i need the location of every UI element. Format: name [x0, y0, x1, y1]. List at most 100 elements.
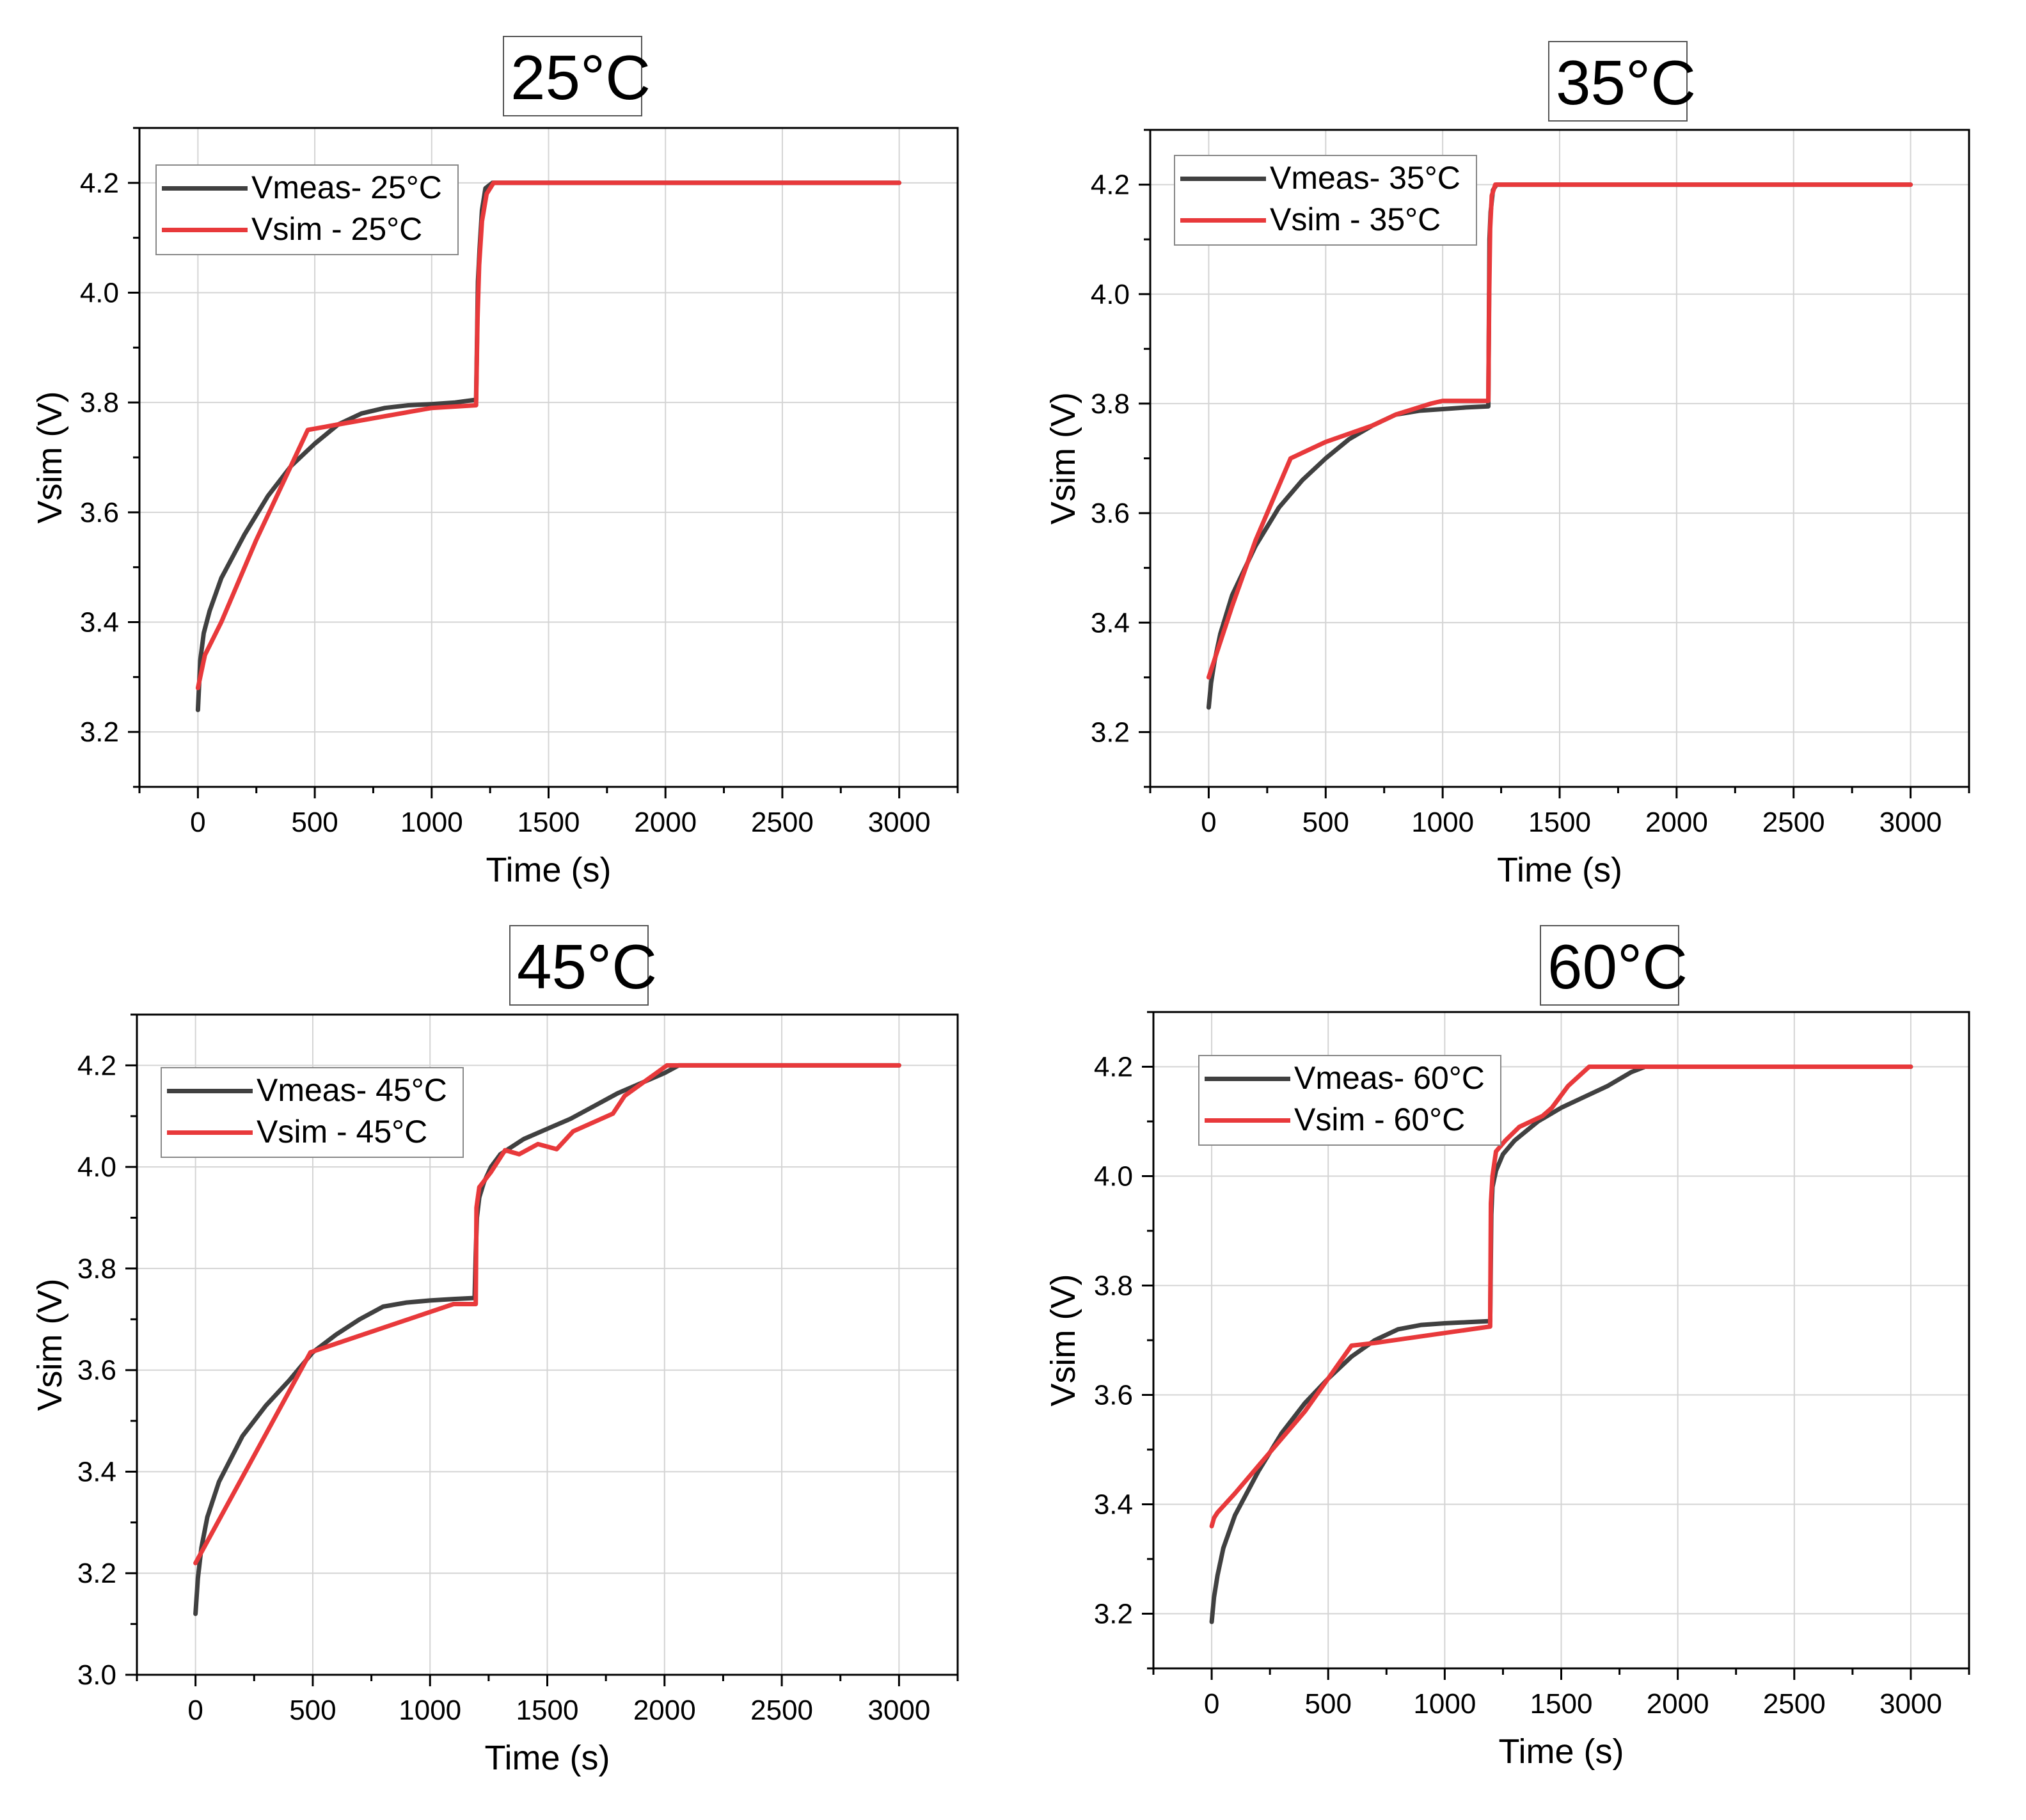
chart-60c: 0 500 1000 1500 2000 2500 3000 3.2 3.4 3.6 3.8 4.0 4…	[1044, 1011, 1970, 1771]
y-tick-label: 3.2	[80, 716, 119, 748]
x-axis-label: Time (s)	[1499, 1732, 1624, 1771]
x-tick-label: 500	[291, 807, 338, 838]
x-tick-label: 500	[1305, 1688, 1352, 1720]
x-tick-label: 1500	[516, 1695, 579, 1726]
x-tick-label: 3000	[1880, 1688, 1942, 1720]
x-tick-label: 1500	[1530, 1688, 1593, 1720]
legend-label-measured: Vmeas- 35°C	[1270, 160, 1460, 196]
x-tick-label: 1500	[1528, 807, 1591, 838]
x-axis-label: Time (s)	[485, 1739, 610, 1777]
y-tick-label: 3.6	[1091, 498, 1130, 529]
y-tick-label: 3.8	[80, 387, 119, 418]
y-tick-label: 4.2	[1091, 170, 1130, 201]
x-tick-label: 2000	[1647, 1688, 1709, 1720]
y-tick-label: 4.0	[1091, 279, 1130, 310]
x-tick-label: 2500	[750, 1695, 813, 1726]
legend-item-measured: Vmeas- 45°C	[162, 1070, 463, 1111]
legend-item-measured: Vmeas- 25°C	[157, 168, 457, 209]
series-line-simulated	[1206, 182, 1913, 680]
x-tick-label: 1500	[518, 807, 580, 838]
panel-25c: 0 500 1000 1500 2000 2500 3000 3.2 3.4 3.6 3.8 4.0 4…	[0, 0, 1013, 910]
x-tick-label: 3000	[867, 1695, 930, 1726]
y-tick-label: 3.8	[1094, 1270, 1133, 1302]
chart-45c: 0 500 1000 1500 2000 2500 3000 3.0 3.2 3.4 3.6 3.8 4…	[31, 1013, 959, 1777]
legend-label-simulated: Vsim - 45°C	[257, 1114, 428, 1150]
plot-area	[193, 1063, 901, 1617]
x-tick-label: 2500	[1763, 1688, 1826, 1720]
plot-frame	[138, 127, 959, 788]
legend-label-simulated: Vsim - 25°C	[251, 211, 423, 247]
y-tick-label: 3.8	[77, 1253, 116, 1285]
series-line-measured	[1209, 1064, 1913, 1624]
legend-item-measured: Vmeas- 35°C	[1175, 158, 1476, 199]
plot-area	[1209, 1064, 1913, 1624]
legend-swatch-simulated	[1205, 1118, 1290, 1123]
legend-swatch-measured	[162, 186, 248, 191]
legend-swatch-simulated	[162, 228, 248, 232]
y-tick-label: 3.4	[1094, 1489, 1133, 1521]
y-tick-label: 3.4	[1091, 607, 1130, 638]
legend-item-simulated: Vsim - 35°C	[1175, 200, 1476, 241]
x-tick-label: 2000	[1645, 807, 1708, 838]
y-tick-label: 3.6	[1094, 1380, 1133, 1411]
plot-frame	[136, 1013, 959, 1676]
x-tick-label: 500	[289, 1695, 336, 1726]
x-tick-label: 2500	[751, 807, 814, 838]
y-axis-label: Vsim (V)	[1044, 392, 1082, 525]
y-tick-label: 3.8	[1091, 388, 1130, 420]
y-tick-label: 3.4	[77, 1456, 116, 1487]
plot-frame	[1149, 129, 1970, 788]
legend: Vmeas- 45°C Vsim - 45°C	[161, 1067, 464, 1158]
legend-swatch-measured	[1180, 177, 1266, 181]
legend: Vmeas- 60°C Vsim - 60°C	[1198, 1055, 1501, 1146]
x-tick-label: 3000	[1880, 807, 1942, 838]
y-axis-label: Vsim (V)	[1044, 1274, 1082, 1407]
y-tick-label: 4.0	[80, 278, 119, 309]
legend-label-measured: Vmeas- 45°C	[257, 1072, 447, 1108]
legend: Vmeas- 25°C Vsim - 25°C	[155, 164, 459, 255]
x-tick-label: 3000	[868, 807, 931, 838]
legend-label-measured: Vmeas- 60°C	[1294, 1060, 1485, 1096]
x-tick-label: 0	[190, 807, 205, 838]
legend-swatch-simulated	[1180, 218, 1266, 223]
series-line-simulated	[193, 1063, 901, 1565]
y-tick-label: 3.6	[77, 1355, 116, 1386]
legend-item-simulated: Vsim - 45°C	[162, 1112, 463, 1153]
y-axis-label: Vsim (V)	[31, 392, 69, 524]
y-tick-label: 3.6	[80, 497, 119, 528]
y-tick-label: 4.0	[1094, 1161, 1133, 1192]
legend-swatch-simulated	[167, 1130, 253, 1135]
y-tick-label: 3.0	[77, 1659, 116, 1691]
x-tick-label: 500	[1302, 807, 1349, 838]
x-tick-label: 0	[187, 1695, 203, 1726]
legend-label-simulated: Vsim - 35°C	[1270, 202, 1441, 237]
x-tick-label: 2000	[634, 807, 697, 838]
legend-swatch-measured	[1205, 1077, 1290, 1081]
y-tick-label: 3.2	[77, 1558, 116, 1589]
legend-item-simulated: Vsim - 60°C	[1199, 1100, 1500, 1141]
x-tick-label: 1000	[399, 1695, 461, 1726]
legend: Vmeas- 35°C Vsim - 35°C	[1174, 155, 1477, 246]
chart-35c: 0 500 1000 1500 2000 2500 3000 3.2 3.4 3.6 3.8 4.0 4…	[1044, 129, 1970, 889]
y-tick-label: 4.2	[80, 168, 119, 199]
chart-title: 45°C	[509, 925, 657, 1006]
y-tick-label: 4.2	[1094, 1052, 1133, 1083]
x-tick-label: 1000	[1411, 807, 1474, 838]
x-axis-label: Time (s)	[1497, 851, 1622, 889]
y-tick-label: 3.2	[1091, 716, 1130, 748]
y-tick-label: 3.2	[1094, 1599, 1133, 1630]
x-axis-label: Time (s)	[486, 851, 612, 889]
x-tick-label: 2500	[1762, 807, 1825, 838]
legend-item-measured: Vmeas- 60°C	[1199, 1058, 1500, 1099]
panel-60c: 0 500 1000 1500 2000 2500 3000 3.2 3.4 3.6 3.8 4.0 4…	[1013, 910, 2026, 1820]
series-line-simulated	[1209, 1064, 1913, 1529]
legend-label-simulated: Vsim - 60°C	[1294, 1102, 1466, 1137]
y-tick-label: 4.0	[77, 1151, 116, 1183]
chart-25c: 0 500 1000 1500 2000 2500 3000 3.2 3.4 3.6 3.8 4.0 4…	[31, 127, 959, 889]
x-tick-label: 0	[1204, 1688, 1219, 1720]
plot-frame	[1152, 1011, 1970, 1670]
panel-45c: 0 500 1000 1500 2000 2500 3000 3.0 3.2 3.4 3.6 3.8 4…	[0, 910, 1013, 1820]
x-tick-label: 1000	[1413, 1688, 1476, 1720]
legend-item-simulated: Vsim - 25°C	[157, 209, 457, 250]
